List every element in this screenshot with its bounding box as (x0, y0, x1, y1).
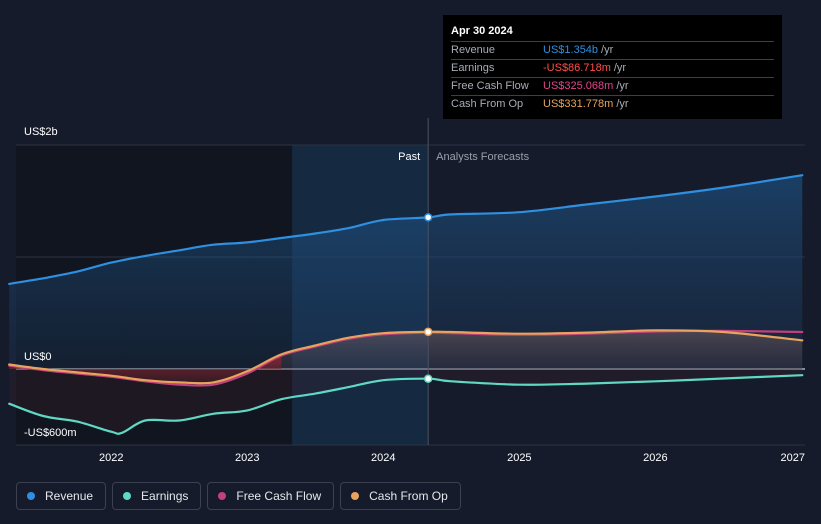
tooltip-row: Free Cash Flow US$325.068m/yr (451, 77, 774, 95)
tooltip-row-value: -US$86.718m (543, 62, 611, 74)
series-lines (8, 174, 804, 435)
legend-dot-icon (351, 492, 360, 500)
legend-label: Earnings (141, 489, 189, 503)
x-axis-tick-label: 2023 (235, 452, 259, 464)
legend-item-revenue[interactable]: Revenue (16, 482, 107, 510)
tooltip-row-label: Revenue (451, 44, 496, 56)
legend-label: Free Cash Flow (236, 489, 322, 503)
x-axis-tick-label: 2024 (371, 452, 395, 464)
tooltip-box: Apr 30 2024 Revenue US$1.354b/yr Earnings -… (443, 15, 782, 119)
earnings-marker (423, 374, 433, 383)
y-axis-label: US$0 (24, 351, 52, 363)
tooltip-row-label: Earnings (451, 62, 495, 74)
y-axis-label: -US$600m (24, 427, 77, 439)
past-label: Past (398, 151, 420, 163)
tooltip-row: Cash From Op US$331.778m/yr (451, 95, 774, 113)
legend-item-cash-from-op[interactable]: Cash From Op (340, 482, 461, 510)
tooltip-row-unit: /yr (601, 44, 614, 56)
legend: Revenue Earnings Free Cash Flow Cash From O… (16, 482, 461, 510)
tooltip-row-value: US$331.778m (543, 98, 614, 110)
y-axis-label: US$2b (24, 126, 58, 138)
cash-from-op-marker (423, 327, 433, 337)
x-axis-tick-label: 2027 (781, 452, 805, 464)
x-axis-tick-label: 2022 (99, 452, 123, 464)
tooltip-row: Earnings -US$86.718m/yr (451, 59, 774, 77)
cash-from-op-line (8, 329, 804, 385)
legend-item-earnings[interactable]: Earnings (112, 482, 202, 510)
tooltip-row-value: US$325.068m (543, 80, 614, 92)
tooltip-row: Revenue US$1.354b/yr (451, 41, 774, 59)
legend-item-free-cash-flow[interactable]: Free Cash Flow (207, 482, 335, 510)
forecast-label: Analysts Forecasts (436, 151, 529, 163)
x-axis-tick-label: 2025 (507, 452, 531, 464)
legend-dot-icon (123, 492, 132, 500)
legend-label: Cash From Op (369, 489, 448, 503)
tooltip-markers (423, 213, 433, 383)
axis-labels: US$2b US$0 -US$600m 2022 2023 2024 2025 2026 202… (24, 126, 805, 464)
tooltip-row-value: US$1.354b (543, 44, 599, 56)
tooltip-rows: Revenue US$1.354b/yr Earnings -US$86.718m/y… (451, 41, 774, 113)
tooltip-row-label: Free Cash Flow (451, 80, 529, 92)
tooltip-row-label: Cash From Op (451, 98, 524, 110)
revenue-area (9, 175, 803, 369)
legend-dot-icon (218, 492, 227, 500)
legend-dot-icon (27, 492, 35, 500)
tooltip-row-unit: /yr (616, 80, 629, 92)
tooltip-date: Apr 30 2024 (451, 25, 513, 37)
tooltip-row-unit: /yr (613, 62, 627, 74)
negative-cash-area (9, 354, 282, 384)
legend-label: Revenue (45, 489, 94, 503)
revenue-line (8, 174, 804, 285)
tooltip-row-unit: /yr (616, 98, 629, 110)
earnings-line (8, 374, 804, 435)
revenue-marker (423, 213, 433, 222)
x-axis-tick-label: 2026 (643, 452, 667, 464)
